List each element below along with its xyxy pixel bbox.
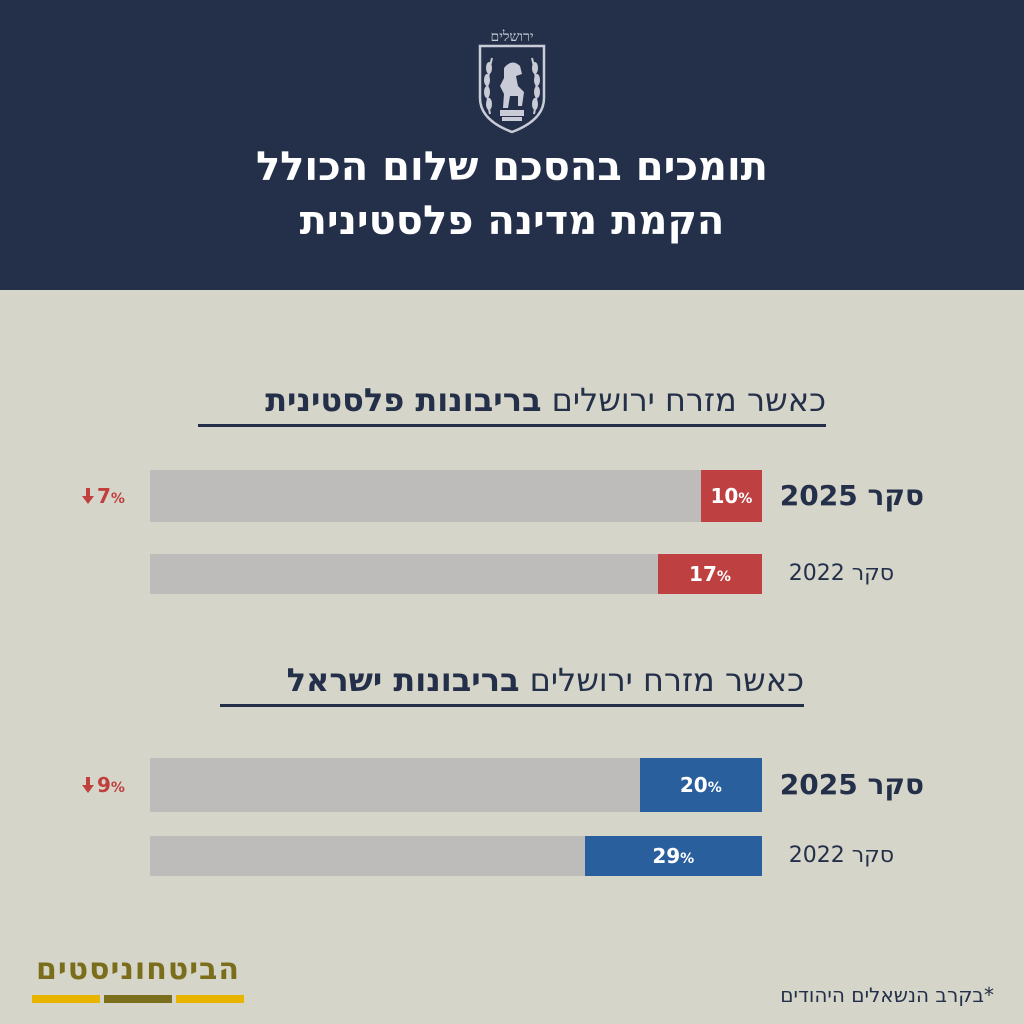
bar-value: 17	[689, 562, 717, 586]
change-percent: %	[110, 491, 125, 507]
bar-track	[150, 470, 762, 522]
bar-value: 10	[710, 484, 739, 508]
page-title: תומכים בהסכם שלום הכולל הקמת מדינה פלסטי…	[0, 140, 1024, 248]
jerusalem-emblem-icon	[478, 44, 546, 134]
bar-value-label: 20%	[680, 773, 722, 800]
title-line-1: תומכים בהסכם שלום הכולל	[255, 144, 768, 190]
bar-value-percent: %	[716, 569, 731, 585]
bar-value-percent: %	[680, 851, 695, 867]
bar-value-label: 29%	[652, 844, 694, 871]
row-label-2022: סקר 2022	[788, 561, 894, 586]
bar-value-percent: %	[738, 491, 753, 507]
bar-value: 29	[652, 844, 681, 868]
row-label-2025: סקר 2025	[779, 479, 924, 512]
arrow-down-icon	[82, 488, 94, 504]
bar-value: 20	[679, 773, 708, 797]
logo-bar-right	[176, 995, 244, 1003]
section-underline	[220, 704, 804, 707]
change-indicator: 9%	[82, 773, 125, 800]
row-label-2025: סקר 2025	[779, 768, 924, 801]
bar-value-percent: %	[707, 780, 722, 796]
bar-value-label: 10%	[710, 484, 752, 511]
title-line-2: הקמת מדינה פלסטינית	[299, 198, 725, 244]
header: ירושלים תומכים בהסכם שלום הכולל הקמת מדי…	[0, 0, 1024, 290]
change-percent: %	[110, 780, 125, 796]
arrow-down-icon	[82, 777, 94, 793]
emblem-text: ירושלים	[490, 29, 534, 45]
bar-palestinian-2025	[700, 470, 762, 522]
section-heading-bold: בריבונות ישראל	[286, 661, 520, 699]
footnote: *בקרב הנשאלים היהודים	[780, 983, 994, 1007]
section-heading-israel: כאשר מזרח ירושלים בריבונות ישראל	[287, 660, 804, 700]
logo-bar-middle	[104, 995, 172, 1003]
section-heading-normal: כאשר מזרח ירושלים	[541, 381, 826, 419]
section-underline	[198, 424, 826, 427]
change-value: 9	[97, 773, 111, 797]
section-heading-palestinian: כאשר מזרח ירושלים בריבונות פלסטינית	[265, 380, 826, 420]
bar-israel-2025	[639, 758, 762, 812]
brand-logo: הביטחוניסטים	[36, 952, 240, 987]
change-value: 7	[97, 484, 111, 508]
section-heading-bold: בריבונות פלסטינית	[265, 381, 542, 419]
row-label-2022: סקר 2022	[788, 843, 894, 868]
logo-bar-left	[32, 995, 100, 1003]
section-heading-normal: כאשר מזרח ירושלים	[519, 661, 804, 699]
change-indicator: 7%	[82, 484, 125, 511]
bar-value-label: 17%	[689, 562, 731, 589]
bar-palestinian-2022	[657, 554, 762, 594]
bar-israel-2022	[584, 836, 762, 876]
